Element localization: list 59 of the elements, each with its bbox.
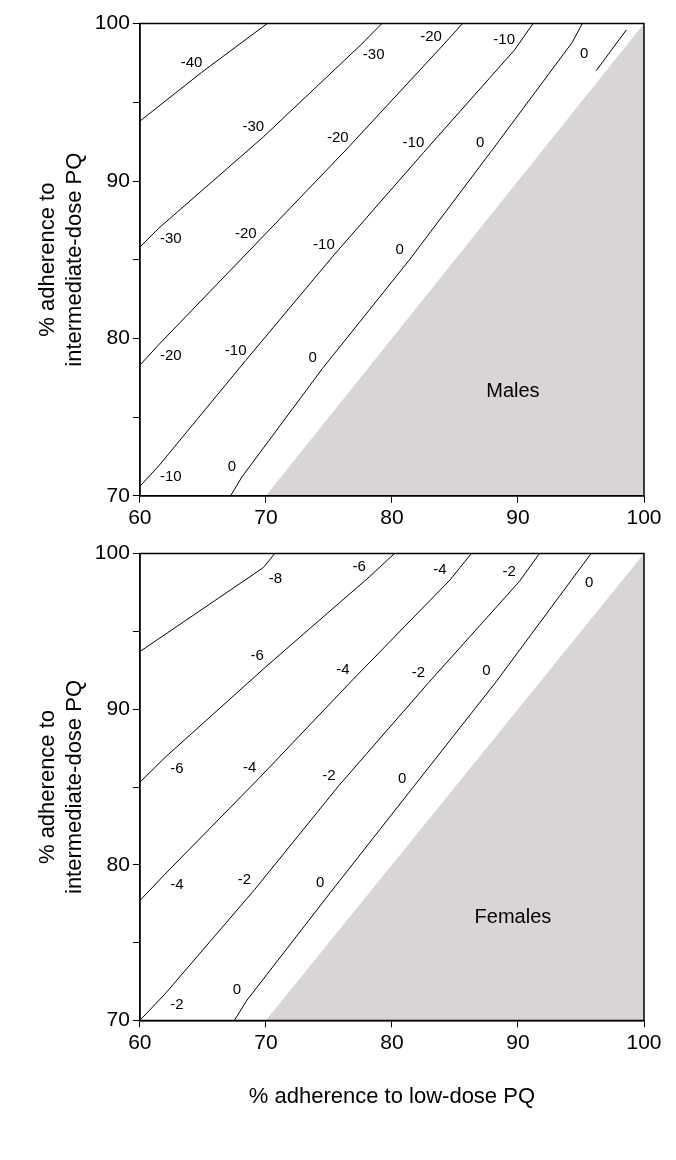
annotation: Males bbox=[486, 379, 540, 402]
text: -4 bbox=[170, 875, 184, 893]
text: -4 bbox=[433, 560, 447, 578]
x-tick-label: 90 bbox=[506, 505, 530, 529]
series-label: -20 bbox=[420, 27, 442, 45]
text: -6 bbox=[250, 645, 264, 663]
text: 0 bbox=[232, 980, 242, 998]
x-tick-label: 60 bbox=[128, 505, 152, 529]
text: -10 bbox=[224, 340, 247, 358]
y-tick-label: 90 bbox=[106, 696, 130, 719]
annotation: Females bbox=[474, 905, 552, 928]
text: -30 bbox=[159, 229, 182, 247]
text: -10 bbox=[159, 467, 182, 485]
x-axis-title: % adherence to low-dose PQ bbox=[248, 1082, 535, 1108]
x-tick-label: 70 bbox=[254, 505, 278, 529]
y-tick-label: 90 bbox=[106, 167, 130, 191]
series-label: -8 bbox=[268, 568, 283, 586]
series-label: -10 bbox=[493, 30, 516, 48]
text: -10 bbox=[402, 132, 425, 150]
y-tick-label: 80 bbox=[106, 325, 130, 349]
text: -2 bbox=[237, 869, 252, 887]
text: 0 bbox=[585, 573, 594, 591]
text: -2 bbox=[170, 995, 184, 1013]
text: -20 bbox=[159, 345, 182, 363]
text: 0 bbox=[315, 872, 325, 890]
text: 0 bbox=[476, 132, 485, 150]
text: -30 bbox=[362, 45, 385, 63]
series-label: 0 bbox=[395, 239, 404, 257]
text: 0 bbox=[397, 768, 407, 786]
series-label: -40 bbox=[180, 52, 203, 70]
text: -10 bbox=[313, 235, 335, 253]
text: 0 bbox=[227, 457, 237, 475]
x-tick-label: 60 bbox=[128, 1029, 152, 1053]
text: -2 bbox=[411, 662, 426, 680]
series-label: -6 bbox=[352, 557, 366, 575]
text: -20 bbox=[326, 128, 349, 146]
series-label: -4 bbox=[242, 757, 257, 775]
text: 0 bbox=[579, 43, 589, 61]
x-tick-label: 70 bbox=[254, 1029, 278, 1053]
series-label: -30 bbox=[242, 117, 265, 135]
text: -4 bbox=[336, 659, 350, 677]
text: -2 bbox=[322, 765, 336, 783]
x-tick-label: 80 bbox=[380, 505, 404, 529]
series-label: 0 bbox=[482, 661, 491, 679]
x-tick-label: 100 bbox=[626, 505, 662, 529]
y-axis-title: % adherence to intermediate-dose PQ bbox=[34, 152, 86, 367]
y-tick-label: 70 bbox=[106, 482, 130, 506]
y-tick-label: 70 bbox=[106, 1007, 130, 1031]
y-tick-label: 100 bbox=[94, 10, 130, 34]
y-axis-title: % adherence to intermediate-dose PQ bbox=[34, 680, 86, 894]
text: -20 bbox=[234, 224, 257, 242]
y-tick-label: 100 bbox=[94, 540, 130, 564]
x-tick-label: 100 bbox=[626, 1029, 662, 1053]
text: -6 bbox=[170, 758, 184, 776]
series-label: -2 bbox=[502, 561, 516, 579]
text: 0 bbox=[308, 348, 317, 366]
x-tick-label: 80 bbox=[380, 1029, 404, 1053]
x-tick-label: 90 bbox=[506, 1029, 530, 1053]
y-tick-label: 80 bbox=[106, 851, 130, 875]
